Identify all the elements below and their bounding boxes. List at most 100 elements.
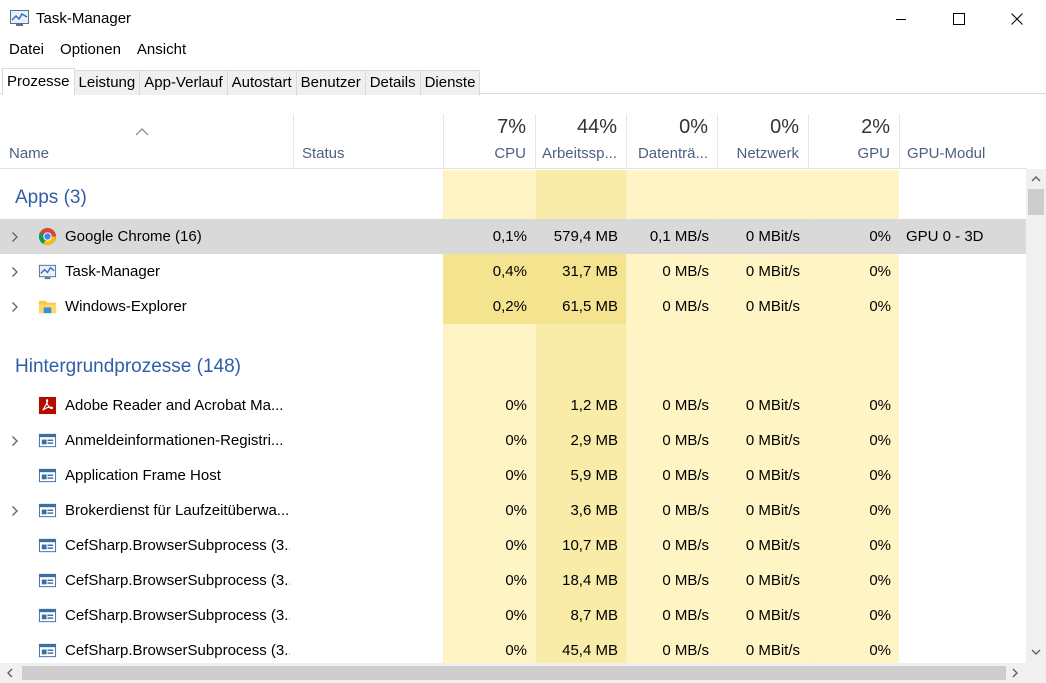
menu-ansicht[interactable]: Ansicht [136, 41, 187, 58]
header-gpu[interactable]: 2% GPU [808, 114, 899, 169]
vertical-scrollbar[interactable] [1026, 169, 1046, 663]
process-cpu: 0% [505, 642, 527, 659]
process-mem: 45,4 MB [562, 642, 618, 659]
process-gpu: 0% [869, 397, 891, 414]
group-header[interactable]: Hintergrundprozesse (148) [0, 339, 1026, 389]
process-cpu: 0% [505, 432, 527, 449]
expand-chevron-icon[interactable] [11, 434, 19, 451]
tab-app-verlauf[interactable]: App-Verlauf [139, 70, 228, 95]
process-disk: 0 MB/s [662, 502, 709, 519]
process-net: 0 MBit/s [745, 432, 800, 449]
task-manager-icon [10, 10, 29, 26]
menu-bar: Datei Optionen Ansicht [0, 38, 194, 62]
process-disk: 0 MB/s [662, 467, 709, 484]
process-cpu: 0% [505, 537, 527, 554]
process-mem: 1,2 MB [570, 397, 618, 414]
process-name: CefSharp.BrowserSubprocess (3... [65, 537, 290, 554]
service-icon [38, 571, 57, 590]
process-cpu: 0% [505, 607, 527, 624]
close-button[interactable] [988, 0, 1046, 38]
horizontal-scrollbar[interactable] [0, 663, 1026, 683]
process-row[interactable]: CefSharp.BrowserSubprocess (3... 0% 18,4 M… [0, 563, 1026, 598]
column-header: Name Status 7% CPU 44% Arbeitssp... 0% D… [0, 94, 1026, 169]
process-row[interactable]: Task-Manager 0,4% 31,7 MB 0 MB/s 0 MBit/s 0% [0, 254, 1026, 289]
process-mem: 10,7 MB [562, 537, 618, 554]
process-list: Apps (3) Google Chrome (16) 0,1% 579,4 MB 0,… [0, 170, 1026, 663]
header-network-label: Netzwerk [736, 145, 799, 162]
scroll-down-icon[interactable] [1031, 649, 1041, 656]
scroll-right-icon[interactable] [1012, 668, 1019, 678]
tab-prozesse[interactable]: Prozesse [2, 68, 75, 95]
process-cpu: 0% [505, 572, 527, 589]
header-network-percent: 0% [770, 116, 799, 138]
process-net: 0 MBit/s [745, 397, 800, 414]
minimize-icon [896, 19, 906, 20]
header-name[interactable]: Name [0, 114, 293, 169]
expand-chevron-icon[interactable] [11, 230, 19, 247]
tab-autostart[interactable]: Autostart [226, 70, 297, 95]
scroll-up-icon[interactable] [1031, 175, 1041, 182]
tab-benutzer[interactable]: Benutzer [295, 70, 366, 95]
process-cpu: 0,4% [492, 263, 527, 280]
process-net: 0 MBit/s [745, 467, 800, 484]
horizontal-scroll-thumb[interactable] [22, 666, 1006, 680]
header-network[interactable]: 0% Netzwerk [717, 114, 808, 169]
menu-optionen[interactable]: Optionen [60, 41, 121, 58]
process-gpu: 0% [869, 228, 891, 245]
group-header[interactable]: Apps (3) [0, 170, 1026, 220]
process-net: 0 MBit/s [745, 228, 800, 245]
header-memory[interactable]: 44% Arbeitssp... [535, 114, 626, 169]
process-row[interactable]: Windows-Explorer 0,2% 61,5 MB 0 MB/s 0 MBit/… [0, 289, 1026, 324]
heat-cell [535, 254, 626, 289]
scrollbar-corner [1026, 663, 1046, 683]
tab-dienste[interactable]: Dienste [419, 70, 481, 95]
process-mem: 579,4 MB [553, 228, 618, 245]
service-icon [38, 501, 57, 520]
process-row[interactable]: Google Chrome (16) 0,1% 579,4 MB 0,1 MB/s 0 … [0, 219, 1026, 254]
process-name: Anmeldeinformationen-Registri... [65, 432, 284, 449]
tab-details[interactable]: Details [364, 70, 421, 95]
process-net: 0 MBit/s [745, 502, 800, 519]
tab-bar: Prozesse Leistung App-Verlauf Autostart … [0, 66, 1046, 95]
vertical-scroll-thumb[interactable] [1028, 189, 1044, 215]
process-disk: 0 MB/s [662, 298, 709, 315]
minimize-button[interactable] [872, 0, 930, 38]
process-cpu: 0% [505, 502, 527, 519]
process-row[interactable]: Anmeldeinformationen-Registri... 0% 2,9 MB… [0, 423, 1026, 458]
menu-datei[interactable]: Datei [9, 41, 45, 58]
process-row[interactable]: Adobe Reader and Acrobat Ma... 0% 1,2 MB 0 … [0, 388, 1026, 423]
process-gpu: 0% [869, 467, 891, 484]
process-mem: 31,7 MB [562, 263, 618, 280]
process-disk: 0 MB/s [662, 263, 709, 280]
process-gpu: 0% [869, 537, 891, 554]
sort-ascending-icon [135, 128, 149, 136]
header-status[interactable]: Status [293, 114, 443, 169]
process-mem: 2,9 MB [570, 432, 618, 449]
header-gpu-engine-label: GPU-Modul [907, 145, 986, 162]
tab-leistung[interactable]: Leistung [73, 70, 141, 95]
maximize-button[interactable] [930, 0, 988, 38]
header-disk[interactable]: 0% Datenträ... [626, 114, 717, 169]
expand-chevron-icon[interactable] [11, 300, 19, 317]
process-net: 0 MBit/s [745, 537, 800, 554]
header-gpu-engine[interactable]: GPU-Modul [899, 114, 1026, 169]
header-disk-percent: 0% [679, 116, 708, 138]
process-row[interactable]: Brokerdienst für Laufzeitüberwa... 0% 3,6 … [0, 493, 1026, 528]
process-name: Windows-Explorer [65, 298, 187, 315]
expand-chevron-icon[interactable] [11, 265, 19, 282]
heat-cell [443, 289, 535, 324]
process-disk: 0 MB/s [662, 537, 709, 554]
process-cpu: 0% [505, 467, 527, 484]
heat-cell [535, 289, 626, 324]
service-icon [38, 431, 57, 450]
header-cpu[interactable]: 7% CPU [443, 114, 535, 169]
process-cpu: 0,2% [492, 298, 527, 315]
group-title: Apps (3) [15, 187, 87, 208]
process-gpu: 0% [869, 607, 891, 624]
scroll-left-icon[interactable] [6, 668, 13, 678]
expand-chevron-icon[interactable] [11, 504, 19, 521]
process-row[interactable]: Application Frame Host 0% 5,9 MB 0 MB/s 0 MB… [0, 458, 1026, 493]
process-row[interactable]: CefSharp.BrowserSubprocess (3... 0% 45,4 M… [0, 633, 1026, 663]
process-row[interactable]: CefSharp.BrowserSubprocess (3... 0% 8,7 MB… [0, 598, 1026, 633]
process-row[interactable]: CefSharp.BrowserSubprocess (3... 0% 10,7 M… [0, 528, 1026, 563]
